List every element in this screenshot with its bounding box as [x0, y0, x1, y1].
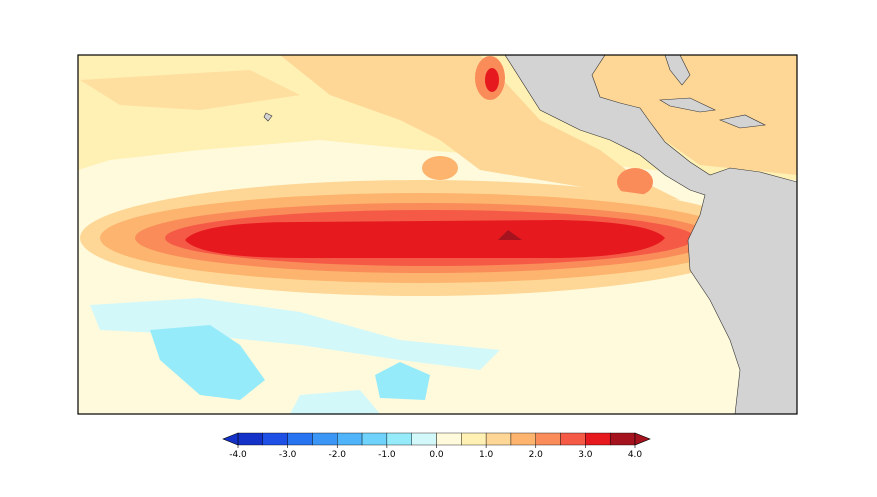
map-frame: [77, 54, 798, 415]
land: [504, 55, 797, 414]
colorbar-tick-label: 3.0: [578, 450, 593, 460]
colorbar-tick-label: -3.0: [279, 450, 297, 460]
anomaly-zone: [185, 220, 665, 258]
land: [718, 114, 767, 129]
anomaly-zone: [498, 230, 522, 240]
colorbar-segment: [262, 432, 288, 446]
colorbar: -4.0 -3.0 -2.0 -1.0 0.0 1.0 2.0 3.0 4.0: [222, 432, 651, 460]
colorbar-segment: [510, 432, 536, 446]
colorbar-arrow: [222, 432, 239, 446]
colorbar-tick-label: -1.0: [378, 450, 396, 460]
anomaly-zone: [580, 55, 797, 175]
colorbar-tick-label: 0.0: [429, 450, 444, 460]
colorbar-segment: [585, 432, 611, 446]
anomaly-zone: [280, 55, 680, 200]
colorbar-tick-label: 1.0: [479, 450, 494, 460]
land: [664, 55, 691, 86]
land: [659, 97, 717, 113]
anomaly-zone: [422, 156, 458, 180]
colorbar-segment: [485, 432, 512, 446]
anomaly-zone: [375, 362, 430, 400]
colorbar-segment: [411, 432, 437, 446]
anomaly-zone: [485, 68, 499, 92]
colorbar-segment: [560, 432, 586, 446]
land: [263, 112, 273, 122]
anomaly-zone: [150, 325, 265, 400]
colorbar-segment: [361, 432, 388, 446]
anomaly-zone: [90, 298, 500, 370]
map: [78, 55, 797, 414]
colorbar-arrow: [634, 432, 651, 446]
colorbar-segment: [609, 432, 636, 446]
colorbar-segment: [312, 432, 338, 446]
colorbar-segment: [461, 432, 487, 446]
colorbar-segment: [287, 432, 313, 446]
colorbar-tick-label: 4.0: [628, 450, 643, 460]
colorbar-tick-label: 2.0: [529, 450, 544, 460]
colorbar-segment: [237, 432, 264, 446]
colorbar-tick-label: -4.0: [229, 450, 247, 460]
colorbar-segment: [386, 432, 412, 446]
anomaly-zone: [617, 168, 653, 196]
colorbar-tick-label: -2.0: [328, 450, 346, 460]
colorbar-segment: [535, 432, 561, 446]
anomaly-zone: [290, 390, 380, 414]
colorbar-segment: [436, 432, 462, 446]
colorbar-segment: [337, 432, 363, 446]
anomaly-zone: [80, 70, 300, 110]
